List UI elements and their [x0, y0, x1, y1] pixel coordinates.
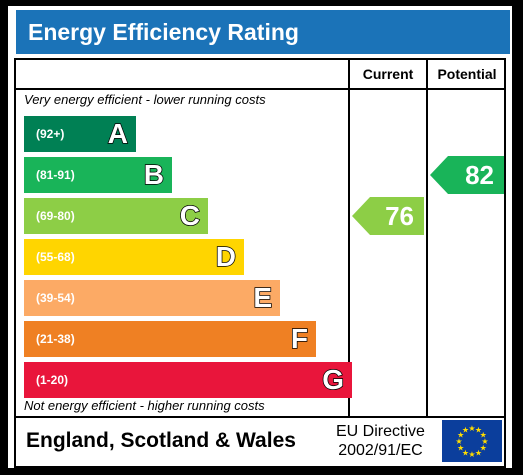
star-icon: ★	[468, 450, 475, 459]
eu-flag-stars: ★★★★★★★★★ ★ ★★	[455, 424, 488, 459]
band-g: (1-20) G	[24, 362, 352, 398]
band-b: (81-91) B	[24, 157, 172, 193]
band-letter: D	[215, 240, 237, 273]
band-e: (39-54) E	[24, 280, 280, 316]
band-d: (55-68) D	[24, 239, 244, 275]
star-icon: ★	[481, 437, 488, 446]
chart-title: Energy Efficiency Rating	[16, 10, 510, 54]
divider-current	[348, 60, 350, 416]
band-letter: B	[143, 158, 165, 191]
star-icon: ★	[480, 431, 487, 440]
band-letter: A	[107, 117, 129, 150]
band-f: (21-38) F	[24, 321, 316, 357]
band-c: (69-80) C	[24, 198, 208, 234]
directive-line-2: 2002/91/EC	[338, 442, 423, 459]
star-icon: ★	[480, 444, 487, 453]
band-range: (1-20)	[36, 373, 69, 387]
potential-rating-arrow: 82	[430, 156, 504, 194]
star-icon: ★	[457, 444, 464, 453]
band-letter: E	[253, 281, 273, 314]
star-icon: ★	[455, 437, 462, 446]
star-icon: ★	[468, 424, 475, 433]
star-icon: ★	[462, 448, 469, 457]
band-range: (21-38)	[36, 332, 75, 346]
band-range: (39-54)	[36, 291, 75, 305]
band-a: (92+) A	[24, 116, 136, 152]
footer: England, Scotland & Wales EU Directive 2…	[14, 418, 506, 468]
divider-potential	[426, 60, 428, 416]
star-icon: ★	[475, 426, 482, 435]
header-divider	[16, 88, 504, 90]
current-rating-value: 76	[385, 201, 414, 231]
note-efficient: Very energy efficient - lower running co…	[24, 92, 266, 107]
current-arrow-shape	[352, 197, 424, 235]
current-rating-arrow: 76	[352, 197, 424, 235]
star-icon: ★	[457, 431, 464, 440]
directive-line-1: EU Directive	[336, 423, 425, 440]
note-inefficient: Not energy efficient - higher running co…	[24, 398, 265, 413]
potential-rating-value: 82	[465, 160, 494, 190]
eu-flag-icon: ★ ★ ★ ★ ★ ★ ★ ★ ★ ★ ★ ★	[442, 420, 502, 462]
band-range: (81-91)	[36, 168, 75, 182]
rating-grid: Current Potential Very energy efficient …	[14, 58, 506, 418]
potential-arrow-shape	[430, 156, 504, 194]
eu-directive: EU Directive 2002/91/EC	[336, 422, 425, 460]
epc-chart: Energy Efficiency Rating Current Potenti…	[8, 6, 512, 468]
band-range: (92+)	[36, 127, 65, 141]
band-letter: C	[179, 199, 201, 232]
star-icon: ★	[475, 448, 482, 457]
band-letter: G	[321, 363, 344, 396]
star-icon: ★	[462, 426, 469, 435]
potential-header: Potential	[437, 66, 497, 82]
band-letter: F	[290, 322, 309, 355]
band-range: (55-68)	[36, 250, 75, 264]
country-label: England, Scotland & Wales	[26, 429, 296, 452]
band-range: (69-80)	[36, 209, 75, 223]
current-header: Current	[362, 66, 414, 82]
